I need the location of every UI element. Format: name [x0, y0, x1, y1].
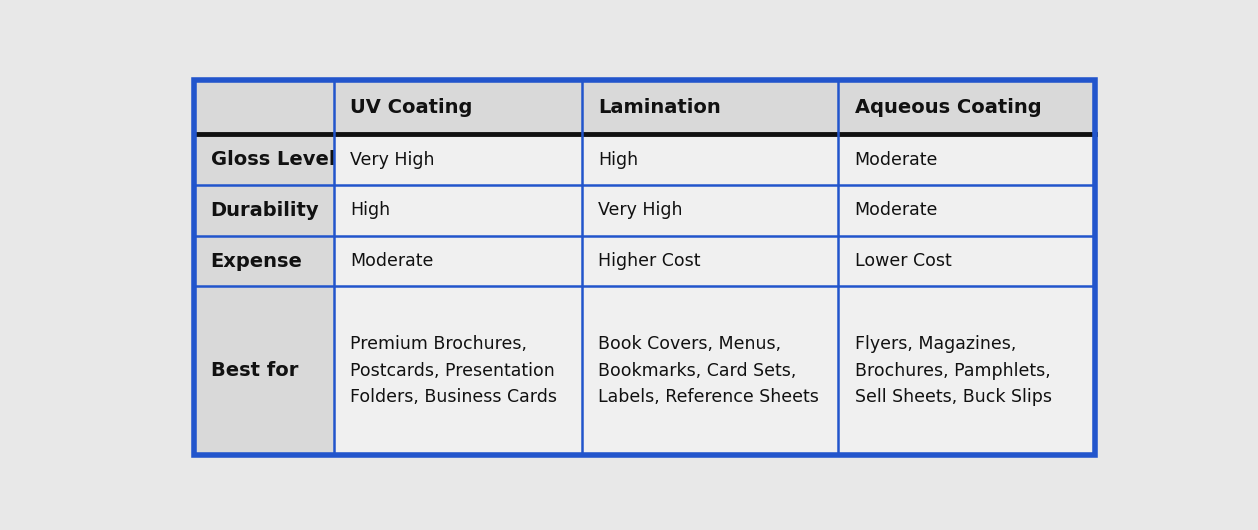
Bar: [194, 185, 333, 236]
Bar: [581, 80, 838, 135]
Bar: [333, 185, 581, 236]
Text: Very High: Very High: [350, 151, 435, 169]
Text: High: High: [350, 201, 390, 219]
Text: Gloss Level: Gloss Level: [210, 150, 335, 169]
Text: Moderate: Moderate: [854, 201, 938, 219]
Text: Aqueous Coating: Aqueous Coating: [854, 98, 1042, 117]
Text: UV Coating: UV Coating: [350, 98, 473, 117]
Text: Durability: Durability: [210, 201, 320, 220]
Text: Moderate: Moderate: [854, 151, 938, 169]
Bar: [194, 286, 333, 455]
Text: Expense: Expense: [210, 252, 302, 271]
Bar: [838, 236, 1096, 286]
Bar: [333, 80, 581, 135]
Bar: [581, 185, 838, 236]
Bar: [333, 135, 581, 185]
Text: Higher Cost: Higher Cost: [598, 252, 701, 270]
Bar: [838, 286, 1096, 455]
Bar: [194, 80, 333, 135]
Text: Lamination: Lamination: [598, 98, 721, 117]
Text: Lower Cost: Lower Cost: [854, 252, 951, 270]
Bar: [838, 135, 1096, 185]
Bar: [838, 80, 1096, 135]
Bar: [333, 236, 581, 286]
Bar: [581, 286, 838, 455]
Bar: [333, 286, 581, 455]
Text: Best for: Best for: [210, 361, 298, 381]
Bar: [194, 236, 333, 286]
Bar: [581, 135, 838, 185]
Bar: [581, 236, 838, 286]
Text: High: High: [598, 151, 638, 169]
Bar: [194, 135, 333, 185]
Text: Book Covers, Menus,
Bookmarks, Card Sets,
Labels, Reference Sheets: Book Covers, Menus, Bookmarks, Card Sets…: [598, 335, 819, 407]
Text: Premium Brochures,
Postcards, Presentation
Folders, Business Cards: Premium Brochures, Postcards, Presentati…: [350, 335, 557, 407]
Text: Flyers, Magazines,
Brochures, Pamphlets,
Sell Sheets, Buck Slips: Flyers, Magazines, Brochures, Pamphlets,…: [854, 335, 1052, 407]
Bar: [838, 185, 1096, 236]
Text: Moderate: Moderate: [350, 252, 434, 270]
Text: Very High: Very High: [598, 201, 682, 219]
